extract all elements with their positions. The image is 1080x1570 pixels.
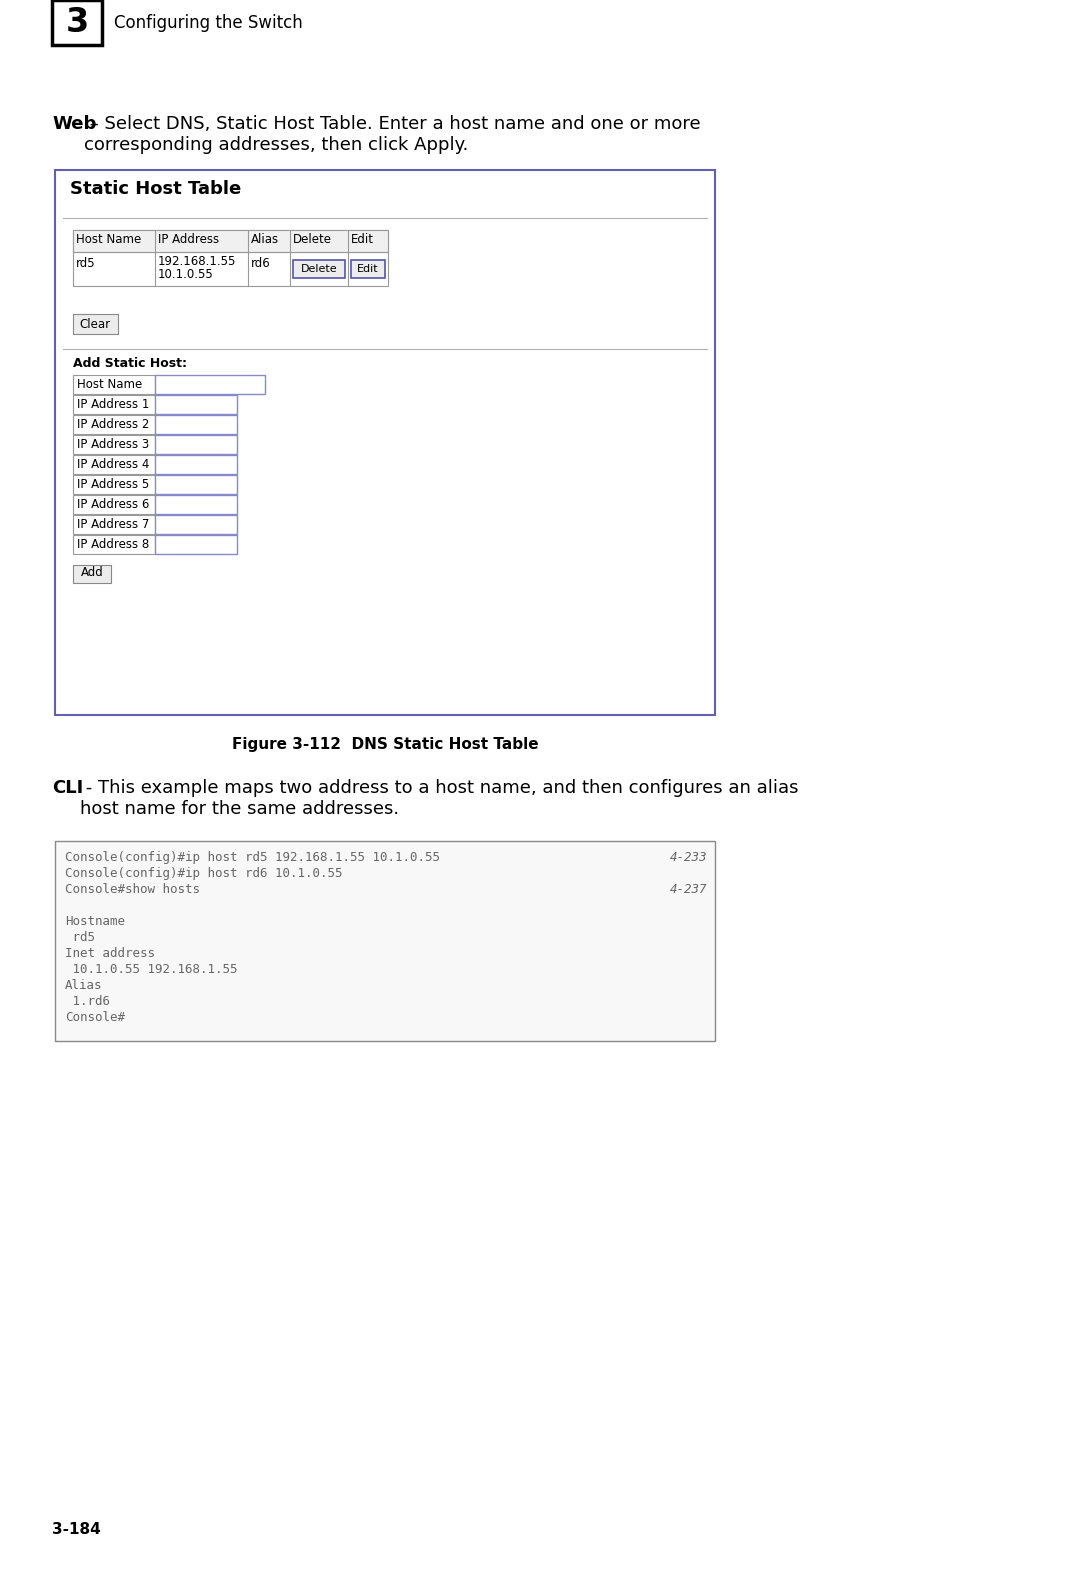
Text: Add Static Host:: Add Static Host:	[73, 356, 187, 371]
Text: 4-233: 4-233	[670, 851, 707, 864]
Text: IP Address 8: IP Address 8	[77, 539, 149, 551]
Bar	[73, 515, 156, 534]
Bar	[156, 396, 237, 414]
Text: 3: 3	[66, 6, 89, 39]
Bar	[156, 375, 265, 394]
Text: Add: Add	[81, 567, 104, 579]
Bar	[73, 414, 156, 433]
Text: 10.1.0.55: 10.1.0.55	[158, 268, 214, 281]
Text: Edit: Edit	[351, 232, 374, 246]
Text: Static Host Table: Static Host Table	[70, 181, 241, 198]
Text: Delete: Delete	[293, 232, 332, 246]
Text: Console#: Console#	[65, 1011, 125, 1024]
Bar	[156, 414, 237, 433]
Text: Inet address: Inet address	[65, 947, 156, 959]
Bar	[52, 0, 102, 46]
Bar	[55, 842, 715, 1041]
Text: IP Address 2: IP Address 2	[77, 418, 149, 432]
Text: CLI: CLI	[52, 779, 83, 798]
Text: rd5: rd5	[65, 931, 95, 944]
Bar	[73, 375, 156, 394]
Text: Console#show hosts: Console#show hosts	[65, 882, 200, 896]
Text: IP Address: IP Address	[158, 232, 219, 246]
Text: rd5: rd5	[76, 257, 96, 270]
Text: Delete: Delete	[300, 264, 337, 275]
Bar	[73, 495, 156, 513]
Text: Alias: Alias	[251, 232, 279, 246]
Text: Figure 3-112  DNS Static Host Table: Figure 3-112 DNS Static Host Table	[232, 736, 538, 752]
Text: Alias: Alias	[65, 980, 103, 992]
Text: IP Address 1: IP Address 1	[77, 399, 149, 411]
Text: Console(config)#ip host rd6 10.1.0.55: Console(config)#ip host rd6 10.1.0.55	[65, 867, 342, 881]
Text: Clear: Clear	[80, 317, 110, 331]
Text: 4-237: 4-237	[670, 882, 707, 896]
Text: Web: Web	[52, 115, 96, 133]
Text: IP Address 5: IP Address 5	[77, 477, 149, 491]
Bar	[156, 495, 237, 513]
Text: 3-184: 3-184	[52, 1521, 100, 1537]
Bar	[73, 396, 156, 414]
Text: Configuring the Switch: Configuring the Switch	[114, 14, 302, 31]
Bar	[73, 535, 156, 554]
Bar	[73, 229, 388, 253]
Bar	[73, 435, 156, 454]
Bar	[156, 476, 237, 495]
Text: 192.168.1.55: 192.168.1.55	[158, 254, 237, 268]
Bar	[293, 261, 345, 278]
Bar	[351, 261, 384, 278]
Bar	[156, 435, 237, 454]
Text: IP Address 4: IP Address 4	[77, 458, 149, 471]
Bar	[156, 515, 237, 534]
Text: Console(config)#ip host rd5 192.168.1.55 10.1.0.55: Console(config)#ip host rd5 192.168.1.55…	[65, 851, 440, 864]
Bar	[55, 170, 715, 714]
Text: IP Address 7: IP Address 7	[77, 518, 149, 531]
Bar	[73, 565, 111, 582]
Bar	[73, 476, 156, 495]
Bar	[73, 314, 118, 334]
Text: rd6: rd6	[251, 257, 271, 270]
Text: 1.rd6: 1.rd6	[65, 995, 110, 1008]
Bar	[73, 229, 388, 286]
Bar	[156, 535, 237, 554]
Text: – Select DNS, Static Host Table. Enter a host name and one or more
corresponding: – Select DNS, Static Host Table. Enter a…	[84, 115, 701, 154]
Text: 10.1.0.55 192.168.1.55: 10.1.0.55 192.168.1.55	[65, 962, 238, 977]
Text: Host Name: Host Name	[77, 378, 143, 391]
Text: Host Name: Host Name	[76, 232, 141, 246]
Text: Edit: Edit	[357, 264, 379, 275]
Bar	[73, 455, 156, 474]
Bar	[156, 455, 237, 474]
Text: Hostname: Hostname	[65, 915, 125, 928]
Text: - This example maps two address to a host name, and then configures an alias
hos: - This example maps two address to a hos…	[80, 779, 798, 818]
Text: IP Address 3: IP Address 3	[77, 438, 149, 451]
Text: IP Address 6: IP Address 6	[77, 498, 149, 510]
